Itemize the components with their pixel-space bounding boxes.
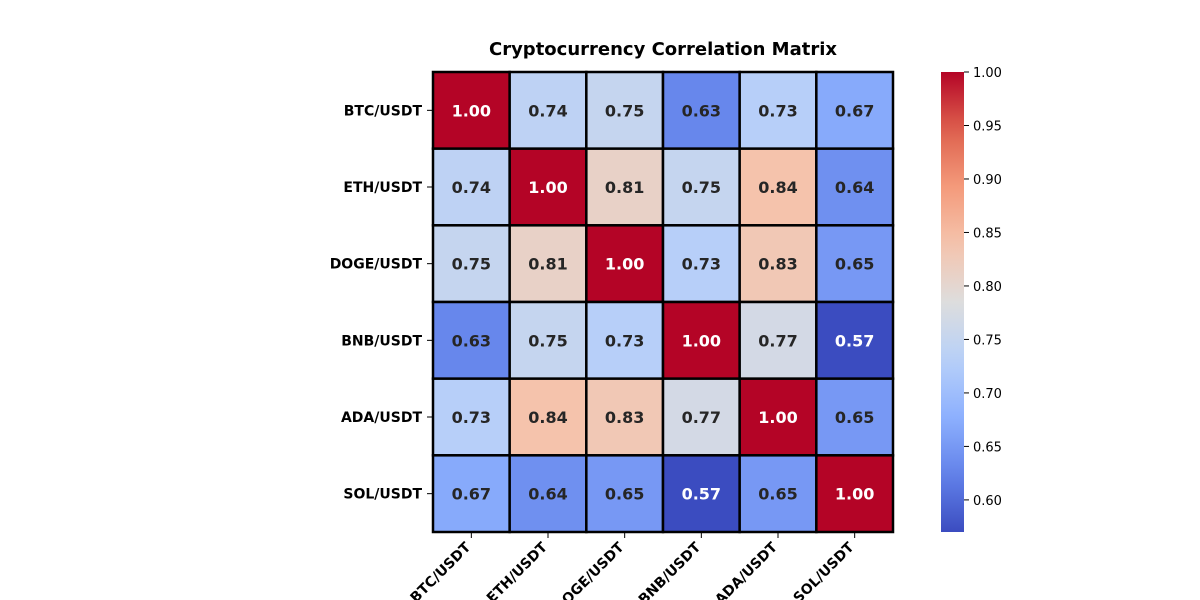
cell-value-label: 1.00 xyxy=(682,331,721,350)
cell-value-label: 0.57 xyxy=(835,331,874,350)
heatmap-cell xyxy=(738,224,818,304)
cell-value-label: 0.73 xyxy=(682,255,721,274)
cell-value-label: 0.64 xyxy=(528,485,567,504)
cell-value-label: 0.74 xyxy=(452,178,491,197)
cell-value-label: 0.81 xyxy=(528,255,567,274)
cell-value-label: 0.75 xyxy=(452,255,491,274)
heatmap-cell xyxy=(815,300,895,380)
heatmap-cell xyxy=(815,147,895,227)
cell-value-label: 1.00 xyxy=(452,101,491,120)
column-label: ADA/USDT xyxy=(712,539,781,600)
heatmap-cell xyxy=(431,454,511,534)
cell-value-label: 0.65 xyxy=(758,485,797,504)
heatmap-cell xyxy=(738,300,818,380)
cell-value-label: 1.00 xyxy=(758,408,797,427)
colorbar-gradient xyxy=(941,72,964,532)
heatmap-cell xyxy=(661,224,741,304)
heatmap-cell xyxy=(815,454,895,534)
row-label: DOGE/USDT xyxy=(330,257,423,273)
row-label: ADA/USDT xyxy=(341,410,422,426)
colorbar: 0.60 0.65 0.70 0.75 0.80 0.85 0.90 0.95 1.00 xyxy=(941,66,1002,532)
cell-value-label: 0.64 xyxy=(835,178,874,197)
row-label: ETH/USDT xyxy=(343,180,422,196)
heatmap-cell xyxy=(815,70,895,150)
cell-value-label: 0.83 xyxy=(605,408,644,427)
colorbar-tick-label: 0.90 xyxy=(973,173,1002,188)
column-label: SOL/USDT xyxy=(791,539,858,600)
cell-value-label: 0.75 xyxy=(682,178,721,197)
colorbar-tick-label: 0.75 xyxy=(973,333,1002,348)
heatmap-cell xyxy=(661,147,741,227)
cell-value-label: 0.74 xyxy=(528,101,567,120)
cell-value-label: 1.00 xyxy=(835,485,874,504)
heatmap-cell xyxy=(508,300,588,380)
heatmap-cell xyxy=(508,70,588,150)
cell-value-label: 0.73 xyxy=(758,101,797,120)
heatmap-cell xyxy=(431,300,511,380)
row-label: BTC/USDT xyxy=(344,103,423,119)
row-labels: BTC/USDT ETH/USDT DOGE/USDT BNB/USDT ADA/USD… xyxy=(330,103,433,503)
cell-value-label: 0.65 xyxy=(835,408,874,427)
heatmap-cells: 1.00 0.74 0.75 0.63 0.73 0.67 0.74 1.00 0.81 0.75… xyxy=(431,70,895,534)
cell-value-label: 0.65 xyxy=(835,255,874,274)
heatmap-cell xyxy=(508,147,588,227)
colorbar-tick-label: 0.70 xyxy=(973,387,1002,402)
heatmap-cell xyxy=(585,300,665,380)
column-label: BTC/USDT xyxy=(408,539,475,600)
cell-value-label: 1.00 xyxy=(528,178,567,197)
cell-value-label: 0.77 xyxy=(758,331,797,350)
cell-value-label: 0.75 xyxy=(605,101,644,120)
colorbar-tick-label: 0.80 xyxy=(973,280,1002,295)
cell-value-label: 0.77 xyxy=(682,408,721,427)
cell-value-label: 0.73 xyxy=(452,408,491,427)
column-label: BNB/USDT xyxy=(636,539,705,600)
row-label: SOL/USDT xyxy=(343,487,422,503)
cell-value-label: 0.67 xyxy=(452,485,491,504)
chart-title: Cryptocurrency Correlation Matrix xyxy=(489,39,837,60)
cell-value-label: 0.81 xyxy=(605,178,644,197)
row-label: BNB/USDT xyxy=(341,333,422,349)
colorbar-tick-label: 0.95 xyxy=(973,119,1002,134)
heatmap-cell xyxy=(585,377,665,457)
cell-value-label: 1.00 xyxy=(605,255,644,274)
cell-value-label: 0.83 xyxy=(758,255,797,274)
cell-value-label: 0.67 xyxy=(835,101,874,120)
column-labels: BTC/USDT ETH/USDT DOGE/USDT BNB/USDT ADA/USD… xyxy=(408,532,858,600)
cell-value-label: 0.65 xyxy=(605,485,644,504)
heatmap-cell xyxy=(738,377,818,457)
cell-value-label: 0.63 xyxy=(452,331,491,350)
cell-value-label: 0.57 xyxy=(682,485,721,504)
colorbar-tick-label: 1.00 xyxy=(973,66,1002,81)
heatmap-cell xyxy=(508,224,588,304)
heatmap-cell xyxy=(815,377,895,457)
column-label: ETH/USDT xyxy=(484,539,551,600)
colorbar-tick-label: 0.65 xyxy=(973,440,1002,455)
heatmap-cell xyxy=(815,224,895,304)
cell-value-label: 0.84 xyxy=(528,408,567,427)
column-label: DOGE/USDT xyxy=(551,539,628,600)
cell-value-label: 0.63 xyxy=(682,101,721,120)
cell-value-label: 0.84 xyxy=(758,178,797,197)
cell-value-label: 0.75 xyxy=(528,331,567,350)
colorbar-tick-label: 0.85 xyxy=(973,226,1002,241)
heatmap-cell xyxy=(661,300,741,380)
cell-value-label: 0.73 xyxy=(605,331,644,350)
colorbar-tick-label: 0.60 xyxy=(973,494,1002,509)
